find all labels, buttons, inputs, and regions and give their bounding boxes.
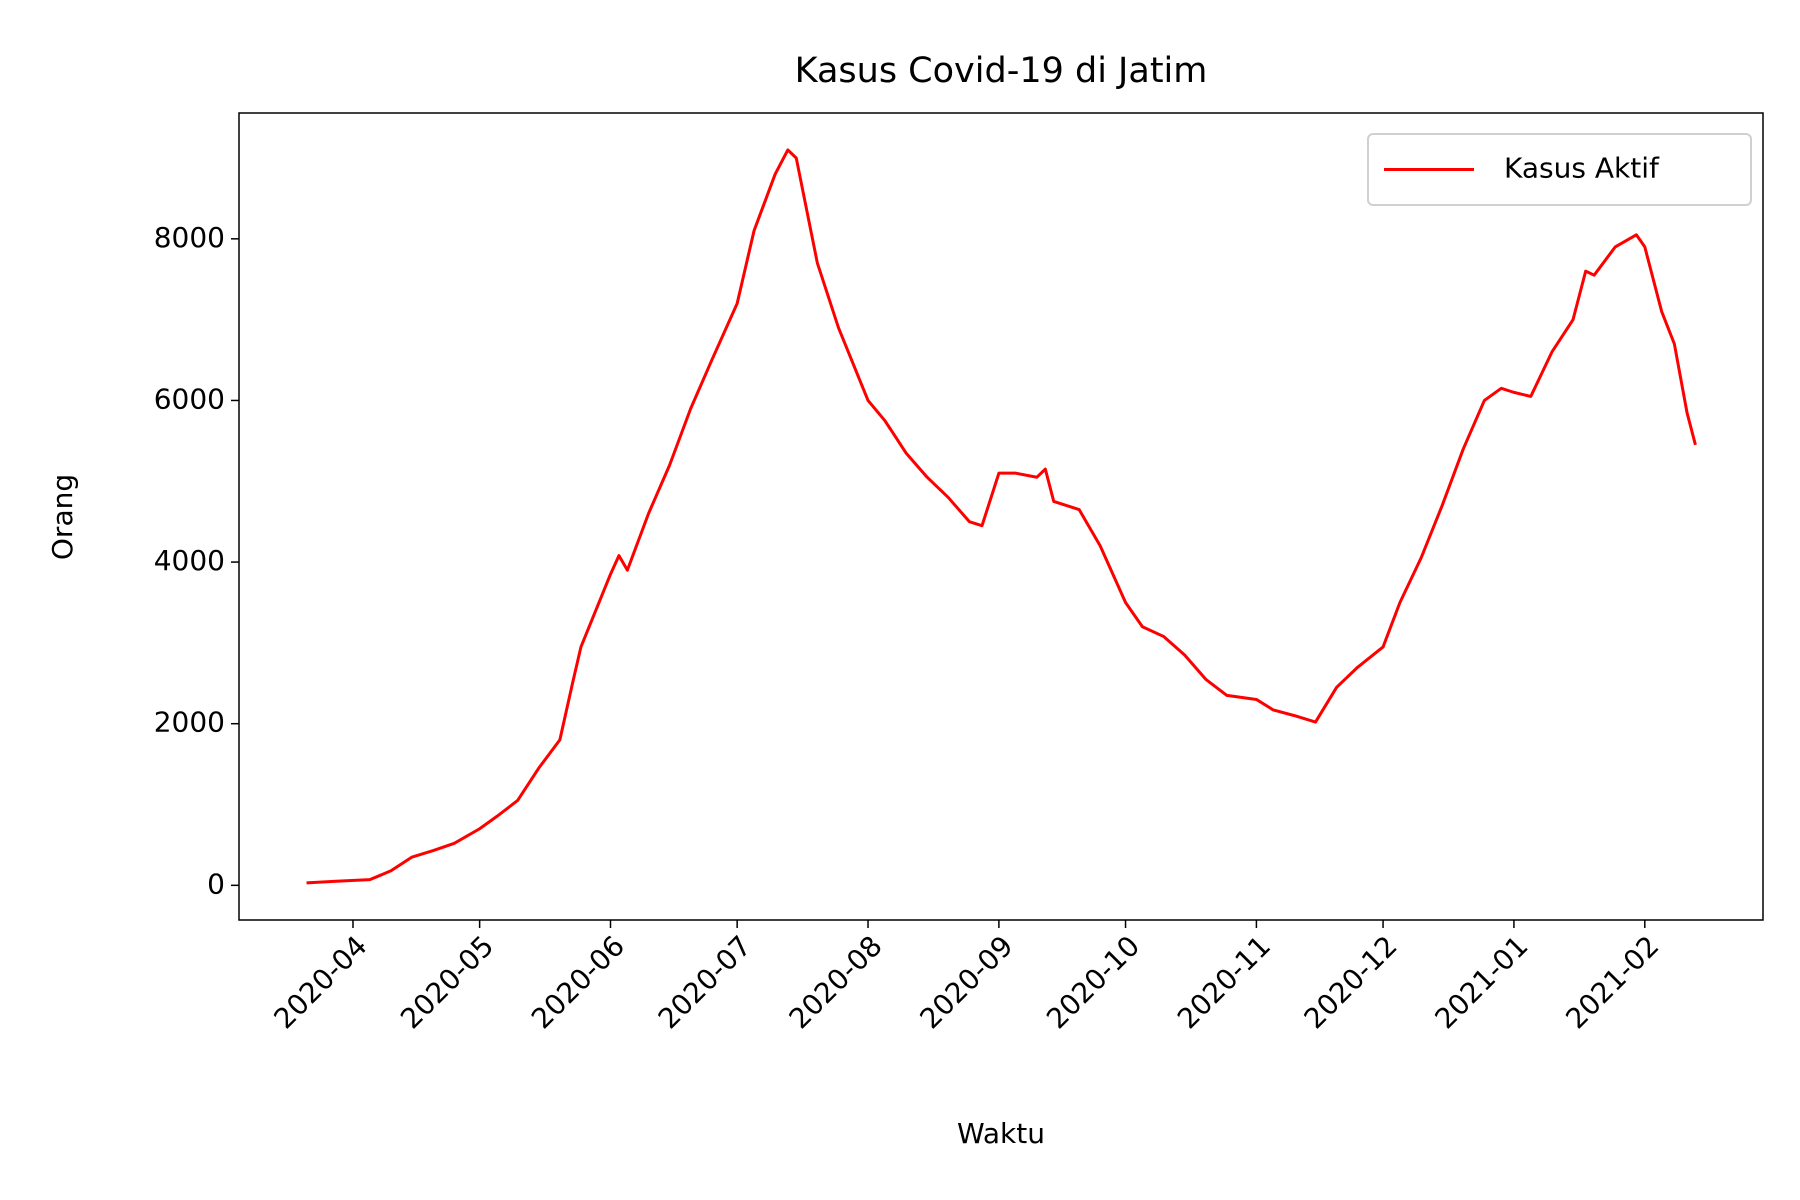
y-axis-label: Orang xyxy=(46,474,79,560)
y-tick-label: 4000 xyxy=(154,544,225,577)
x-tick-label: 2020-11 xyxy=(1171,929,1277,1035)
x-tick-label: 2020-05 xyxy=(394,929,500,1035)
x-axis-label: Waktu xyxy=(957,1117,1045,1150)
x-tick-label: 2021-02 xyxy=(1559,929,1665,1035)
x-tick-label: 2020-08 xyxy=(783,929,889,1035)
y-tick-label: 0 xyxy=(207,867,225,900)
y-tick-label: 6000 xyxy=(154,382,225,415)
x-tick-label: 2020-09 xyxy=(913,929,1019,1035)
x-tick-label: 2020-06 xyxy=(525,929,631,1035)
chart-title: Kasus Covid-19 di Jatim xyxy=(795,51,1208,91)
x-tick-label: 2020-07 xyxy=(652,929,758,1035)
x-tick-label: 2020-10 xyxy=(1040,929,1146,1035)
legend-box xyxy=(1367,133,1752,206)
x-tick-label: 2021-01 xyxy=(1428,929,1534,1035)
x-tick-label: 2020-12 xyxy=(1298,929,1404,1035)
data-line xyxy=(306,148,1697,885)
y-tick-label: 2000 xyxy=(154,706,225,739)
axes-frame xyxy=(238,112,1764,921)
y-tick-label: 8000 xyxy=(154,221,225,254)
x-tick-label: 2020-04 xyxy=(268,929,374,1035)
legend-label: Kasus Aktif xyxy=(1504,152,1660,185)
